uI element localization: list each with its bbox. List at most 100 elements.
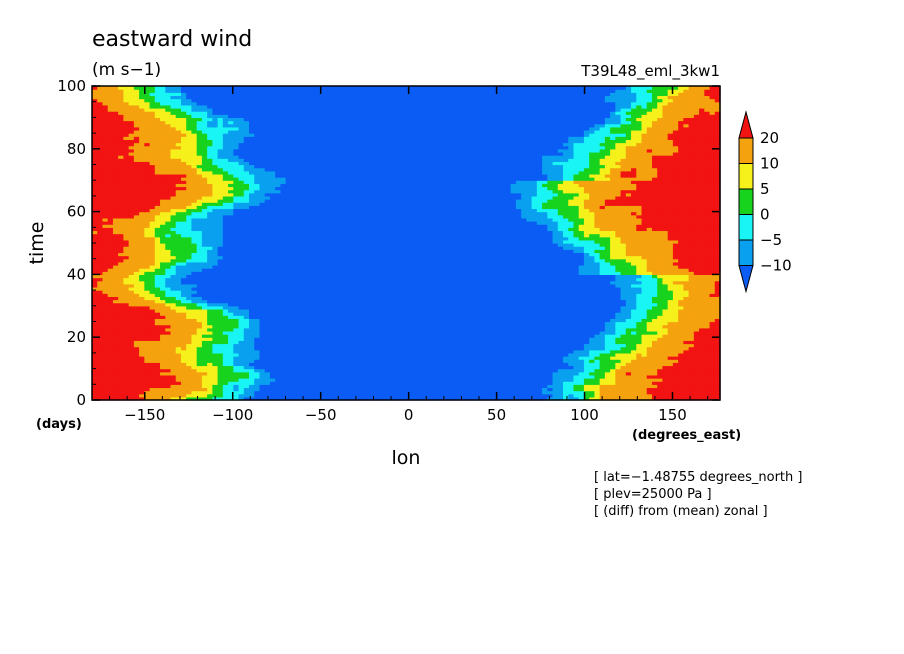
contour-cell <box>358 315 365 319</box>
contour-cell <box>688 302 695 307</box>
contour-cell <box>526 318 533 323</box>
contour-cell <box>547 384 554 389</box>
contour-cell <box>709 346 716 351</box>
contour-cell <box>416 390 423 395</box>
contour-cell <box>275 277 281 282</box>
contour-cell <box>112 280 119 285</box>
contour-cell <box>458 324 465 329</box>
contour-cell <box>610 321 616 326</box>
contour-cell <box>521 324 527 329</box>
contour-cell <box>107 346 114 351</box>
contour-cell <box>296 371 302 376</box>
contour-cell <box>463 359 470 363</box>
contour-cell <box>196 359 203 363</box>
contour-cell <box>704 302 711 307</box>
contour-cell <box>301 274 308 279</box>
contour-cell <box>442 374 449 379</box>
contour-cell <box>510 324 517 329</box>
contour-cell <box>421 349 428 354</box>
contour-cell <box>207 274 213 279</box>
contour-cell <box>123 384 130 389</box>
contour-cell <box>678 396 684 401</box>
contour-cell <box>599 280 606 285</box>
contour-cell <box>311 312 318 316</box>
contour-cell <box>678 290 684 294</box>
contour-cell <box>583 346 590 351</box>
contour-cell <box>358 290 365 294</box>
contour-cell <box>301 286 308 291</box>
contour-cell <box>479 296 486 301</box>
contour-cell <box>322 290 329 294</box>
contour-cell <box>128 293 135 297</box>
contour-cell <box>709 396 716 401</box>
contour-cell <box>699 387 705 392</box>
contour-cell <box>191 290 198 294</box>
contour-cell <box>165 390 172 395</box>
contour-cell <box>400 312 407 316</box>
contour-cell <box>657 349 664 354</box>
contour-cell <box>416 340 423 345</box>
contour-cell <box>207 327 213 332</box>
contour-cell <box>97 277 104 282</box>
contour-cell <box>589 299 595 304</box>
contour-cell <box>102 327 109 332</box>
contour-cell <box>249 321 255 326</box>
contour-cell <box>243 359 250 363</box>
contour-cell <box>489 343 496 348</box>
contour-cell <box>207 352 213 357</box>
contour-cell <box>107 378 114 382</box>
contour-cell <box>620 302 627 307</box>
contour-cell <box>625 378 632 382</box>
contour-cell <box>699 324 705 329</box>
contour-cell <box>343 274 350 279</box>
contour-cell <box>301 387 308 392</box>
contour-cell <box>437 308 444 313</box>
contour-cell <box>610 308 616 313</box>
contour-cell <box>411 349 418 354</box>
contour-cell <box>92 349 98 354</box>
contour-cell <box>149 280 156 285</box>
contour-cell <box>515 337 522 341</box>
contour-cell <box>552 374 559 379</box>
contour-cell <box>468 368 475 373</box>
contour-cell <box>662 280 669 285</box>
contour-cell <box>249 340 255 345</box>
contour-cell <box>128 334 135 338</box>
contour-cell <box>599 365 606 370</box>
contour-cell <box>97 321 104 326</box>
contour-cell <box>442 390 449 395</box>
contour-cell <box>484 327 491 332</box>
contour-cell <box>646 286 653 291</box>
contour-cell <box>500 340 507 345</box>
contour-cell <box>290 381 297 385</box>
contour-cell <box>463 349 470 354</box>
contour-cell <box>118 362 124 367</box>
contour-cell <box>222 356 229 360</box>
contour-cell <box>479 283 486 288</box>
contour-cell <box>290 296 297 301</box>
contour-cell <box>468 396 475 401</box>
contour-cell <box>699 343 705 348</box>
contour-cell <box>196 334 203 338</box>
contour-cell <box>269 381 276 385</box>
contour-cell <box>165 305 172 310</box>
contour-cell <box>547 343 554 348</box>
contour-cell <box>416 378 423 382</box>
contour-cell <box>228 312 234 316</box>
contour-cell <box>285 359 292 363</box>
contour-cell <box>531 293 538 297</box>
contour-cell <box>500 390 507 395</box>
contour-cell <box>285 286 292 291</box>
contour-cell <box>238 337 245 341</box>
contour-cell <box>112 321 119 326</box>
contour-cell <box>578 324 585 329</box>
contour-cell <box>510 318 517 323</box>
contour-cell <box>107 390 114 395</box>
contour-cell <box>709 365 716 370</box>
contour-cell <box>358 302 365 307</box>
contour-cell <box>411 324 418 329</box>
contour-cell <box>222 337 229 341</box>
contour-cell <box>243 277 250 282</box>
contour-cell <box>447 384 454 389</box>
contour-cell <box>426 315 433 319</box>
